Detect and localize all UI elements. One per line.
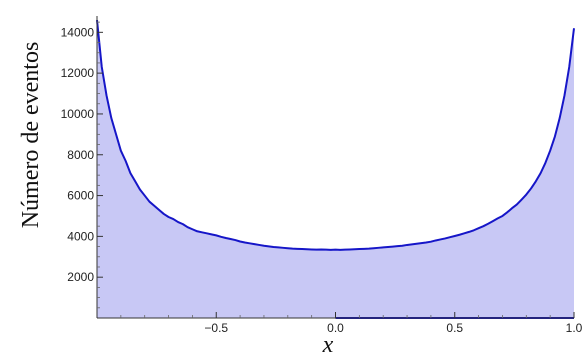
x-tick-label: 1.0 [566, 321, 583, 335]
y-tick-label: 6000 [67, 189, 94, 203]
series-area [97, 20, 574, 319]
y-tick-label: 8000 [67, 148, 94, 162]
x-tick-label: 0.0 [327, 321, 344, 335]
y-tick-label: 2000 [67, 270, 94, 284]
x-tick-label: −0.5 [204, 321, 228, 335]
series-line [96, 19, 575, 251]
y-axis-title: Número de eventos [18, 42, 44, 229]
y-tick-label: 14000 [61, 25, 95, 39]
ticks-layer: 2000 4000 6000 8000 10000 12000 14000 −0.5 0.0 0.… [61, 21, 583, 335]
y-tick-label: 4000 [67, 229, 94, 243]
y-tick-label: 12000 [61, 66, 95, 80]
series-area-layer [97, 20, 574, 319]
x-axis-title: x [322, 332, 334, 354]
y-tick-label: 10000 [61, 107, 95, 121]
x-tick-label: 0.5 [446, 321, 463, 335]
